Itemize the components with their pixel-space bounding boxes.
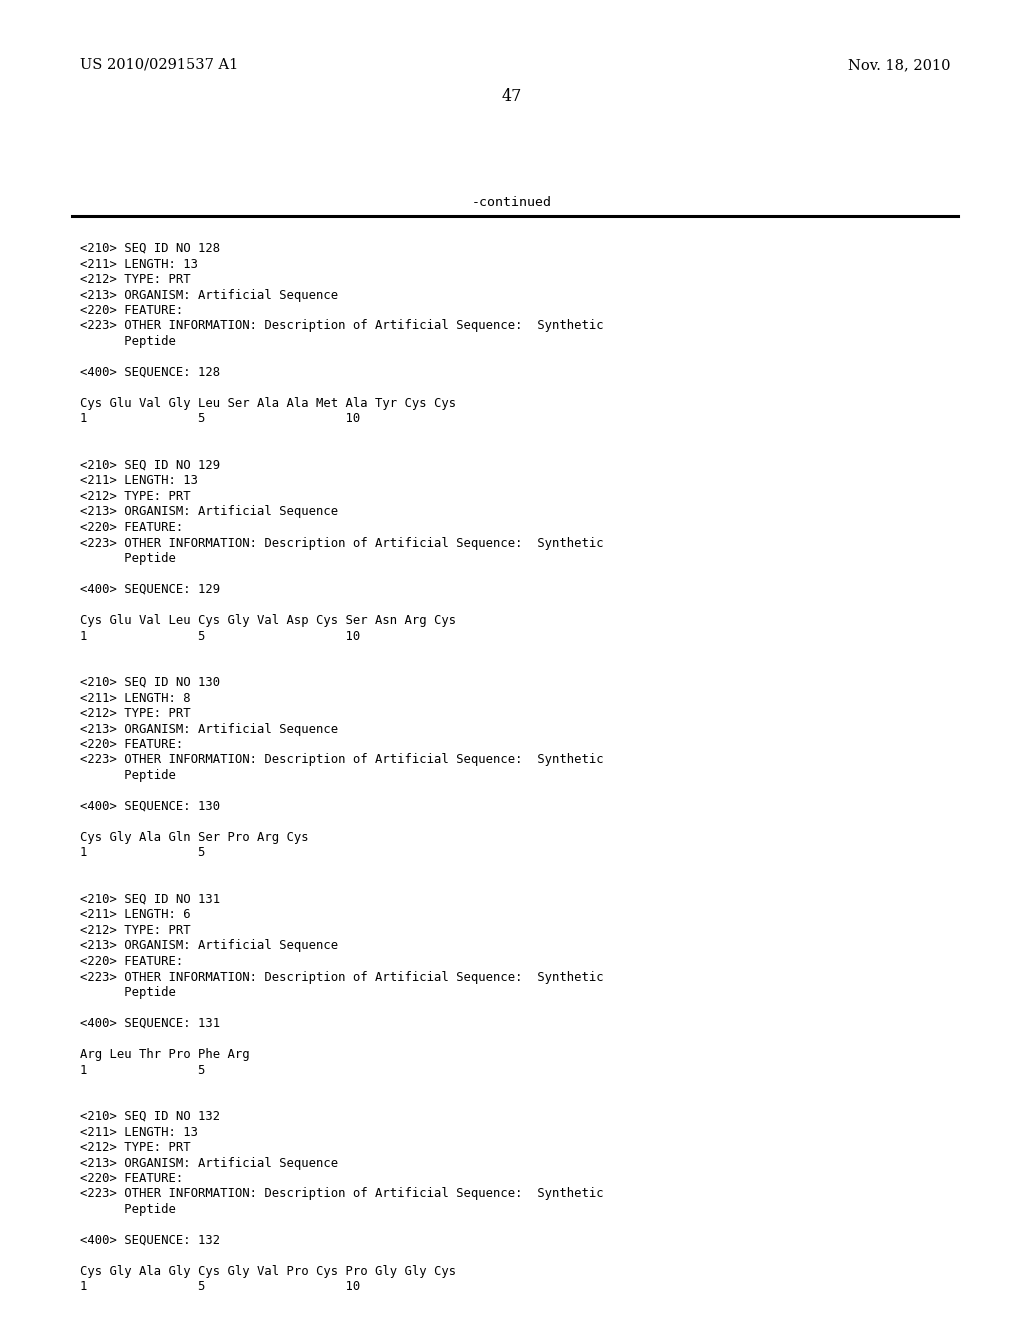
Text: <220> FEATURE:: <220> FEATURE:: [80, 521, 183, 535]
Text: <210> SEQ ID NO 130: <210> SEQ ID NO 130: [80, 676, 220, 689]
Text: <223> OTHER INFORMATION: Description of Artificial Sequence:  Synthetic: <223> OTHER INFORMATION: Description of …: [80, 1188, 603, 1200]
Text: <223> OTHER INFORMATION: Description of Artificial Sequence:  Synthetic: <223> OTHER INFORMATION: Description of …: [80, 319, 603, 333]
Text: <210> SEQ ID NO 129: <210> SEQ ID NO 129: [80, 459, 220, 473]
Text: Peptide: Peptide: [80, 770, 176, 781]
Text: <223> OTHER INFORMATION: Description of Artificial Sequence:  Synthetic: <223> OTHER INFORMATION: Description of …: [80, 754, 603, 767]
Text: <223> OTHER INFORMATION: Description of Artificial Sequence:  Synthetic: <223> OTHER INFORMATION: Description of …: [80, 970, 603, 983]
Text: <213> ORGANISM: Artificial Sequence: <213> ORGANISM: Artificial Sequence: [80, 506, 338, 519]
Text: US 2010/0291537 A1: US 2010/0291537 A1: [80, 58, 239, 73]
Text: <213> ORGANISM: Artificial Sequence: <213> ORGANISM: Artificial Sequence: [80, 940, 338, 953]
Text: <212> TYPE: PRT: <212> TYPE: PRT: [80, 490, 190, 503]
Text: <223> OTHER INFORMATION: Description of Artificial Sequence:  Synthetic: <223> OTHER INFORMATION: Description of …: [80, 536, 603, 549]
Text: Nov. 18, 2010: Nov. 18, 2010: [848, 58, 950, 73]
Text: 1               5: 1 5: [80, 1064, 206, 1077]
Text: 1               5: 1 5: [80, 846, 206, 859]
Text: Cys Glu Val Gly Leu Ser Ala Ala Met Ala Tyr Cys Cys: Cys Glu Val Gly Leu Ser Ala Ala Met Ala …: [80, 397, 456, 411]
Text: 1               5                   10: 1 5 10: [80, 412, 360, 425]
Text: <212> TYPE: PRT: <212> TYPE: PRT: [80, 924, 190, 937]
Text: <400> SEQUENCE: 130: <400> SEQUENCE: 130: [80, 800, 220, 813]
Text: 1               5                   10: 1 5 10: [80, 630, 360, 643]
Text: <212> TYPE: PRT: <212> TYPE: PRT: [80, 708, 190, 719]
Text: Peptide: Peptide: [80, 335, 176, 348]
Text: <211> LENGTH: 6: <211> LENGTH: 6: [80, 908, 190, 921]
Text: <211> LENGTH: 13: <211> LENGTH: 13: [80, 1126, 198, 1138]
Text: <400> SEQUENCE: 129: <400> SEQUENCE: 129: [80, 583, 220, 597]
Text: <210> SEQ ID NO 131: <210> SEQ ID NO 131: [80, 894, 220, 906]
Text: <400> SEQUENCE: 128: <400> SEQUENCE: 128: [80, 366, 220, 379]
Text: <220> FEATURE:: <220> FEATURE:: [80, 304, 183, 317]
Text: <211> LENGTH: 13: <211> LENGTH: 13: [80, 257, 198, 271]
Text: <213> ORGANISM: Artificial Sequence: <213> ORGANISM: Artificial Sequence: [80, 289, 338, 301]
Text: Cys Gly Ala Gly Cys Gly Val Pro Cys Pro Gly Gly Cys: Cys Gly Ala Gly Cys Gly Val Pro Cys Pro …: [80, 1265, 456, 1278]
Text: Cys Gly Ala Gln Ser Pro Arg Cys: Cys Gly Ala Gln Ser Pro Arg Cys: [80, 832, 308, 843]
Text: Peptide: Peptide: [80, 1203, 176, 1216]
Text: <220> FEATURE:: <220> FEATURE:: [80, 954, 183, 968]
Text: 1               5                   10: 1 5 10: [80, 1280, 360, 1294]
Text: Peptide: Peptide: [80, 552, 176, 565]
Text: <220> FEATURE:: <220> FEATURE:: [80, 738, 183, 751]
Text: <400> SEQUENCE: 131: <400> SEQUENCE: 131: [80, 1016, 220, 1030]
Text: 47: 47: [502, 88, 522, 106]
Text: Cys Glu Val Leu Cys Gly Val Asp Cys Ser Asn Arg Cys: Cys Glu Val Leu Cys Gly Val Asp Cys Ser …: [80, 614, 456, 627]
Text: -continued: -continued: [472, 195, 552, 209]
Text: <400> SEQUENCE: 132: <400> SEQUENCE: 132: [80, 1234, 220, 1247]
Text: <210> SEQ ID NO 132: <210> SEQ ID NO 132: [80, 1110, 220, 1123]
Text: <211> LENGTH: 13: <211> LENGTH: 13: [80, 474, 198, 487]
Text: <212> TYPE: PRT: <212> TYPE: PRT: [80, 1140, 190, 1154]
Text: <213> ORGANISM: Artificial Sequence: <213> ORGANISM: Artificial Sequence: [80, 722, 338, 735]
Text: <210> SEQ ID NO 128: <210> SEQ ID NO 128: [80, 242, 220, 255]
Text: <211> LENGTH: 8: <211> LENGTH: 8: [80, 692, 190, 705]
Text: Arg Leu Thr Pro Phe Arg: Arg Leu Thr Pro Phe Arg: [80, 1048, 250, 1061]
Text: Peptide: Peptide: [80, 986, 176, 999]
Text: <213> ORGANISM: Artificial Sequence: <213> ORGANISM: Artificial Sequence: [80, 1156, 338, 1170]
Text: <220> FEATURE:: <220> FEATURE:: [80, 1172, 183, 1185]
Text: <212> TYPE: PRT: <212> TYPE: PRT: [80, 273, 190, 286]
